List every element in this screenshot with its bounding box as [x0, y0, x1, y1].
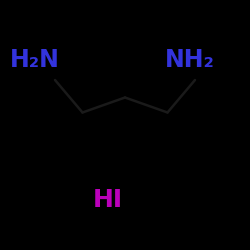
- Text: NH₂: NH₂: [165, 48, 215, 72]
- Text: HI: HI: [92, 188, 122, 212]
- Text: H₂N: H₂N: [10, 48, 60, 72]
